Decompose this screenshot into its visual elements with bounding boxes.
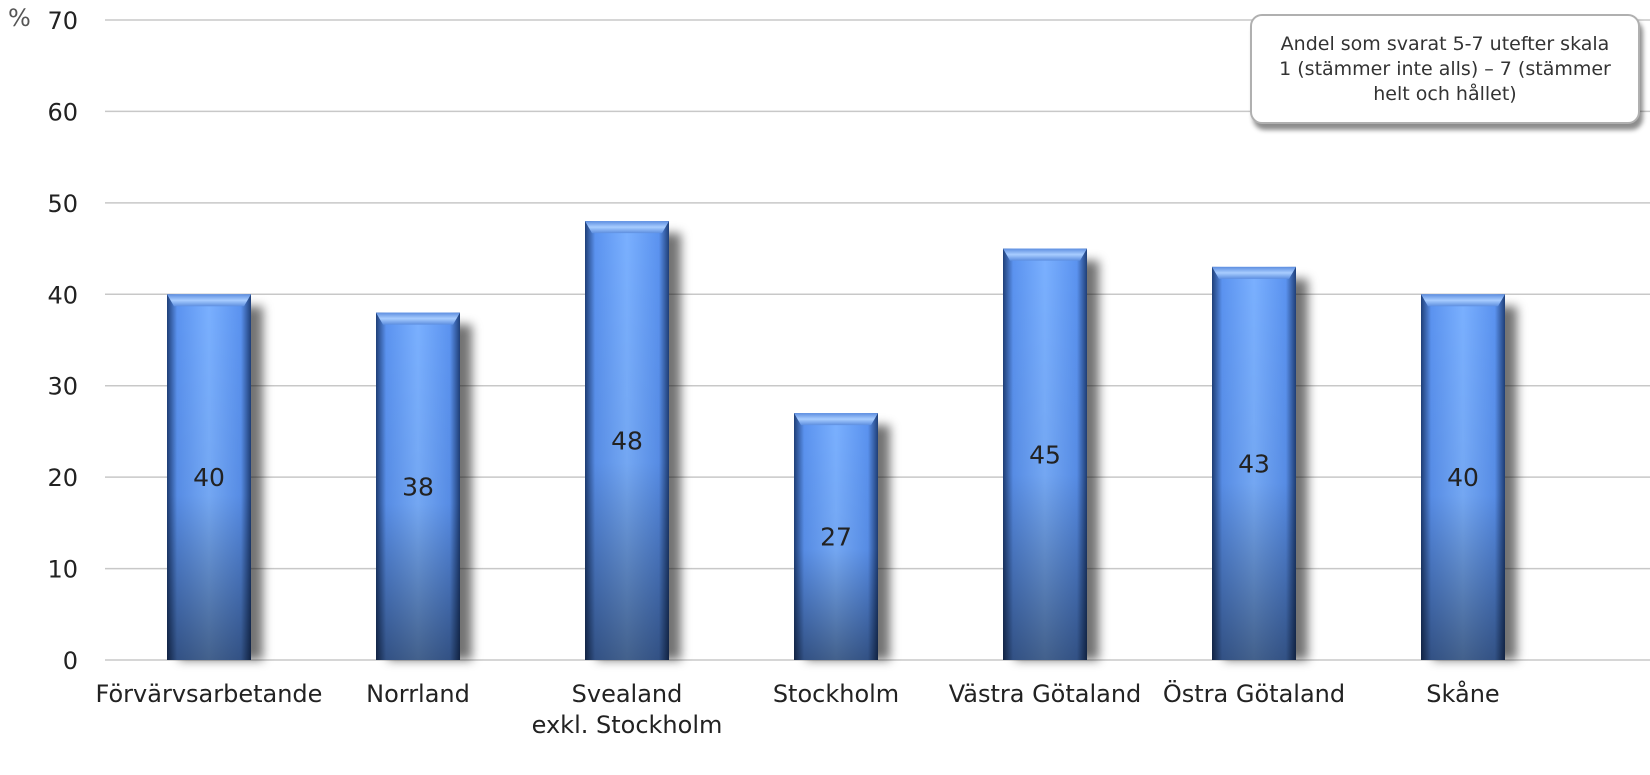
data-label: 38	[402, 472, 434, 501]
bar-shade	[1003, 248, 1087, 661]
data-label: 43	[1238, 449, 1270, 478]
x-tick-label: Förvärvsarbetande	[96, 680, 323, 708]
y-tick-label: 30	[47, 373, 78, 401]
bar-cap	[1003, 248, 1087, 261]
y-tick-label: 50	[47, 190, 78, 218]
data-label: 48	[611, 427, 643, 456]
bar-shade	[1421, 294, 1505, 660]
bar-shade	[794, 413, 878, 660]
y-tick-label: 10	[47, 556, 78, 584]
bar-cap	[376, 312, 460, 325]
bar-shade	[1212, 266, 1296, 660]
bar-cap	[794, 413, 878, 426]
x-tick-label: Svealand exkl. Stockholm	[532, 680, 723, 739]
bar-cap	[585, 221, 669, 234]
bar-shade	[167, 294, 251, 660]
x-tick-label: Stockholm	[773, 680, 899, 708]
bar-cap	[1212, 266, 1296, 279]
x-tick-label: Norrland	[366, 680, 470, 708]
data-label: 40	[1447, 463, 1479, 492]
y-tick-label: 40	[47, 281, 78, 309]
annotation-box: Andel som svarat 5-7 utefter skala 1 (st…	[1250, 14, 1640, 124]
y-axis-unit-label: %	[8, 4, 31, 32]
bar-shade	[376, 312, 460, 660]
bar-cap	[1421, 294, 1505, 307]
bar-shade	[585, 221, 669, 660]
y-tick-label: 20	[47, 464, 78, 492]
data-label: 40	[193, 463, 225, 492]
data-label: 27	[820, 523, 852, 552]
y-tick-label: 70	[47, 7, 78, 35]
y-tick-label: 0	[63, 647, 78, 675]
x-tick-label: Östra Götaland	[1163, 679, 1345, 708]
x-tick-label: Skåne	[1426, 679, 1499, 708]
y-tick-label: 60	[47, 98, 78, 126]
data-label: 45	[1029, 440, 1061, 469]
bar-cap	[167, 294, 251, 307]
x-tick-label: Västra Götaland	[949, 680, 1142, 708]
